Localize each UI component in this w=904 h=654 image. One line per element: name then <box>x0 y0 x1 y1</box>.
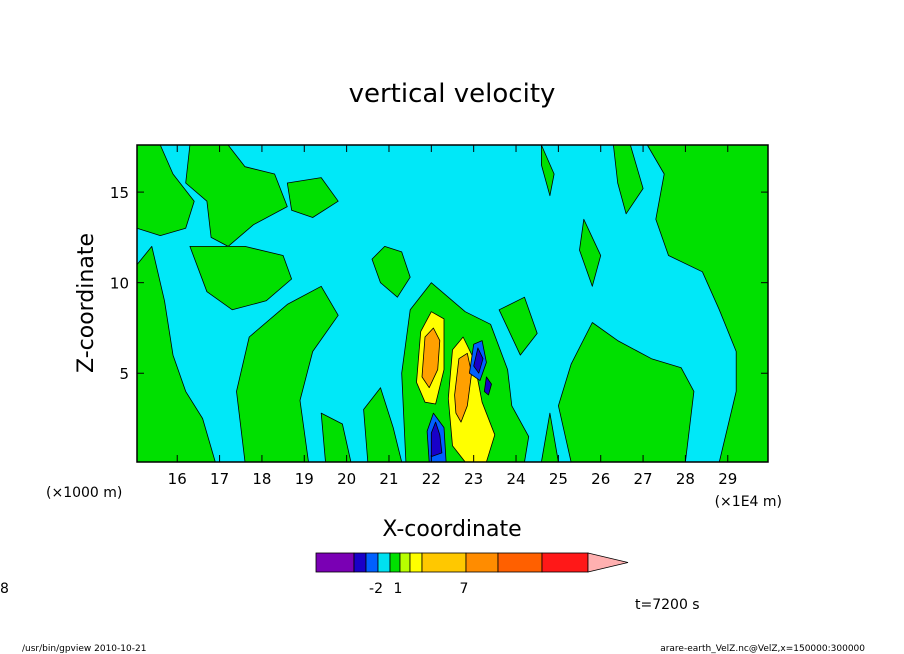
x-tick-label: 26 <box>591 470 610 488</box>
contour-region-negative-strong <box>473 347 484 374</box>
contour-region-positive-strong <box>421 327 441 389</box>
x-tick-label: 28 <box>676 470 695 488</box>
contour-region-positive-weak <box>136 245 216 463</box>
contour-region-positive-weak <box>189 245 293 311</box>
contour-region-positive-weak <box>286 177 339 218</box>
x-tick-label: 29 <box>718 470 737 488</box>
y-tick-label: 10 <box>110 275 129 293</box>
contour-region-positive-weak <box>185 144 288 247</box>
y-axis-label: Z-coordinate <box>74 233 99 373</box>
colorbar-tick-label: 1 <box>394 581 403 597</box>
colorbar-swatch <box>377 552 391 573</box>
colorbar-tick-label: 7 <box>460 581 469 597</box>
contour-regions <box>136 144 769 463</box>
colorbar-tick-label: -2 <box>369 581 383 597</box>
x-tick-label: 20 <box>337 470 356 488</box>
x-tick-label: 18 <box>252 470 271 488</box>
x-tick-label: 16 <box>168 470 187 488</box>
contour-region-positive-strong <box>454 352 473 423</box>
colorbar-arrow <box>587 552 629 573</box>
contour-region-positive-weak <box>498 296 538 356</box>
colorbar-swatch <box>465 552 499 573</box>
x-axis-ticks: 16 17 18 19 20 21 22 23 24 25 26 27 28 29 <box>168 145 737 488</box>
plot-frame <box>136 144 769 463</box>
footer-right: arare-earth_VelZ.nc@VelZ,x=150000:300000 <box>660 644 865 654</box>
contour-region-positive-weak <box>558 322 695 463</box>
y-tick-label: 5 <box>119 365 129 383</box>
contour-region-positive-weak <box>579 218 602 287</box>
colorbar-swatch <box>365 552 379 573</box>
colorbar-swatch <box>497 552 543 573</box>
colorbar: -2 1 7 18 <box>0 552 629 597</box>
x-tick-label: 25 <box>549 470 568 488</box>
x-tick-label: 22 <box>422 470 441 488</box>
x-axis-label: X-coordinate <box>382 517 521 542</box>
contour-region-negative-strong <box>483 376 492 396</box>
x-unit-left: (×1000 m) <box>46 485 122 501</box>
colorbar-swatch <box>315 552 355 573</box>
colorbar-swatch <box>353 552 367 573</box>
colorbar-swatch <box>409 552 423 573</box>
chart-title: vertical velocity <box>349 79 556 109</box>
y-axis-ticks: 5 10 15 <box>110 184 768 383</box>
x-tick-label: 23 <box>464 470 483 488</box>
contour-region-positive-weak <box>371 245 411 298</box>
footer-left: /usr/bin/gpview 2010-10-21 <box>22 644 146 654</box>
time-label: t=7200 s <box>635 597 700 613</box>
x-tick-label: 24 <box>506 470 525 488</box>
x-tick-label: 19 <box>295 470 314 488</box>
colorbar-swatch <box>421 552 467 573</box>
colorbar-swatch <box>389 552 401 573</box>
contour-region-positive-weak <box>541 144 555 197</box>
contour-region-positive-weak <box>136 144 195 237</box>
x-tick-label: 17 <box>210 470 229 488</box>
plot-area: 16 17 18 19 20 21 22 23 24 25 26 27 28 29 5 10 15 <box>110 144 769 488</box>
contour-region-negative-strong <box>430 421 443 458</box>
x-tick-label: 27 <box>634 470 653 488</box>
colorbar-swatch <box>541 552 589 573</box>
contour-region-positive-weak <box>236 285 339 463</box>
y-tick-label: 15 <box>110 184 129 202</box>
colorbar-tick-label: 18 <box>0 581 9 597</box>
x-tick-label: 21 <box>379 470 398 488</box>
colorbar-swatch <box>399 552 411 573</box>
x-unit-right: (×1E4 m) <box>715 494 782 510</box>
